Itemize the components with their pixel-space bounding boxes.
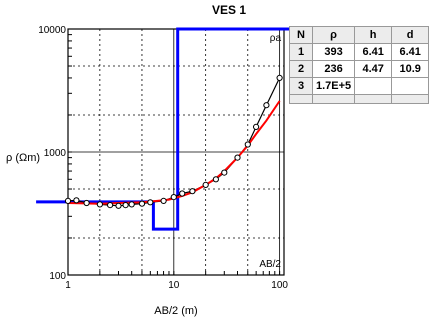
cell-h: 6.41 [354,43,393,61]
empty-cell [354,94,393,104]
table-empty-row [289,94,430,104]
cell-d: 10.9 [391,60,430,78]
y-axis-label: ρ (Ωm) [6,152,40,164]
table-row: 3 1.7E+5 [289,77,430,95]
y-tick-label: 100 [49,271,66,282]
measured-point [122,202,129,209]
measured-point [160,197,167,204]
measured-point [83,199,90,207]
cell-rho: 393 [311,43,356,61]
measured-point [202,181,209,188]
cell-h: 4.47 [354,60,393,78]
measured-point [221,169,228,176]
cell-d [391,77,430,95]
table-row: 1 393 6.41 6.41 [289,43,430,61]
model-table: N ρ h d 1 393 6.41 6.41 2 236 4.47 10.9 … [289,26,430,104]
table-header-row: N ρ h d [289,26,430,44]
chart-title: VES 1 [212,3,246,17]
cell-h [354,77,393,95]
measured-point [179,190,186,197]
x-axis-label: AB/2 (m) [154,305,197,317]
rho-a-annotation: ρa [270,33,282,44]
header-n: N [289,26,313,44]
row-index: 2 [289,60,313,78]
measured-point [244,141,251,148]
table-row: 2 236 4.47 10.9 [289,60,430,78]
measured-point [147,199,154,206]
measured-point [212,176,219,183]
empty-cell [289,94,313,104]
measured-point [64,197,72,204]
empty-cell [311,94,356,104]
measured-point [128,201,135,208]
measured-point [73,197,80,204]
axis-ticks: 1 10 100 100 1000 10000 [38,25,288,291]
measured-point [234,154,241,161]
header-rho: ρ [311,26,356,44]
row-index: 1 [289,43,313,61]
header-d: d [391,26,430,44]
measured-point [253,123,260,131]
header-h: h [354,26,393,44]
cell-rho: 1.7E+5 [311,77,356,95]
measured-point [96,201,104,208]
measured-point [276,74,283,82]
grid [67,28,284,276]
x-tick-label: 10 [168,280,180,291]
measured-point [263,102,270,109]
ab2-annotation: AB/2 [259,259,281,270]
row-index: 3 [289,77,313,95]
y-tick-label: 10000 [38,25,66,36]
series [36,27,312,231]
measured-point [170,194,177,201]
y-tick-label: 1000 [44,148,67,159]
measured-point [107,202,114,209]
measured-point [115,202,122,209]
cell-rho: 236 [311,60,356,78]
measured-point [189,188,196,195]
x-tick-label: 1 [65,280,71,291]
empty-cell [391,94,430,104]
cell-d: 6.41 [391,43,430,61]
x-tick-label: 100 [271,280,288,291]
measured-point [138,200,146,207]
